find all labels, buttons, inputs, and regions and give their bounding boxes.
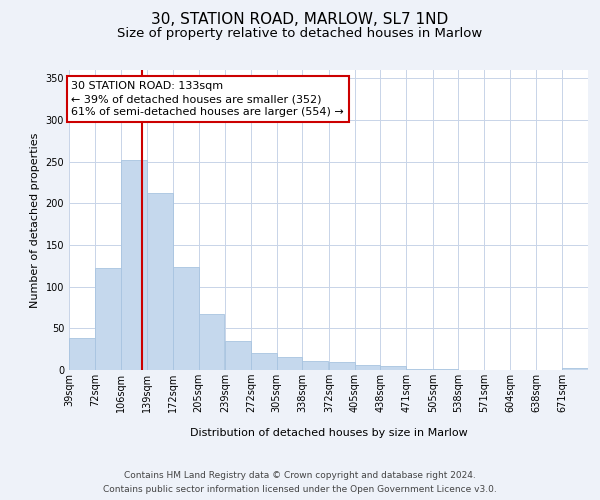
Bar [147,194,173,370]
Bar [69,338,95,370]
Text: 30 STATION ROAD: 133sqm
← 39% of detached houses are smaller (352)
61% of semi-d: 30 STATION ROAD: 133sqm ← 39% of detache… [71,81,344,117]
Bar [251,354,277,370]
Bar [173,266,199,370]
Bar [406,369,432,370]
Bar [302,361,328,370]
Bar [95,268,121,370]
Text: Contains HM Land Registry data © Crown copyright and database right 2024.: Contains HM Land Registry data © Crown c… [124,472,476,480]
Bar [225,341,251,370]
Bar [562,368,588,370]
Text: Contains public sector information licensed under the Open Government Licence v3: Contains public sector information licen… [103,484,497,494]
Text: 30, STATION ROAD, MARLOW, SL7 1ND: 30, STATION ROAD, MARLOW, SL7 1ND [151,12,449,28]
Bar [277,356,302,370]
Bar [433,369,458,370]
Bar [329,362,355,370]
Bar [199,314,224,370]
Bar [355,365,380,370]
Bar [121,160,147,370]
Y-axis label: Number of detached properties: Number of detached properties [30,132,40,308]
Text: Size of property relative to detached houses in Marlow: Size of property relative to detached ho… [118,28,482,40]
Bar [380,366,406,370]
Text: Distribution of detached houses by size in Marlow: Distribution of detached houses by size … [190,428,467,438]
